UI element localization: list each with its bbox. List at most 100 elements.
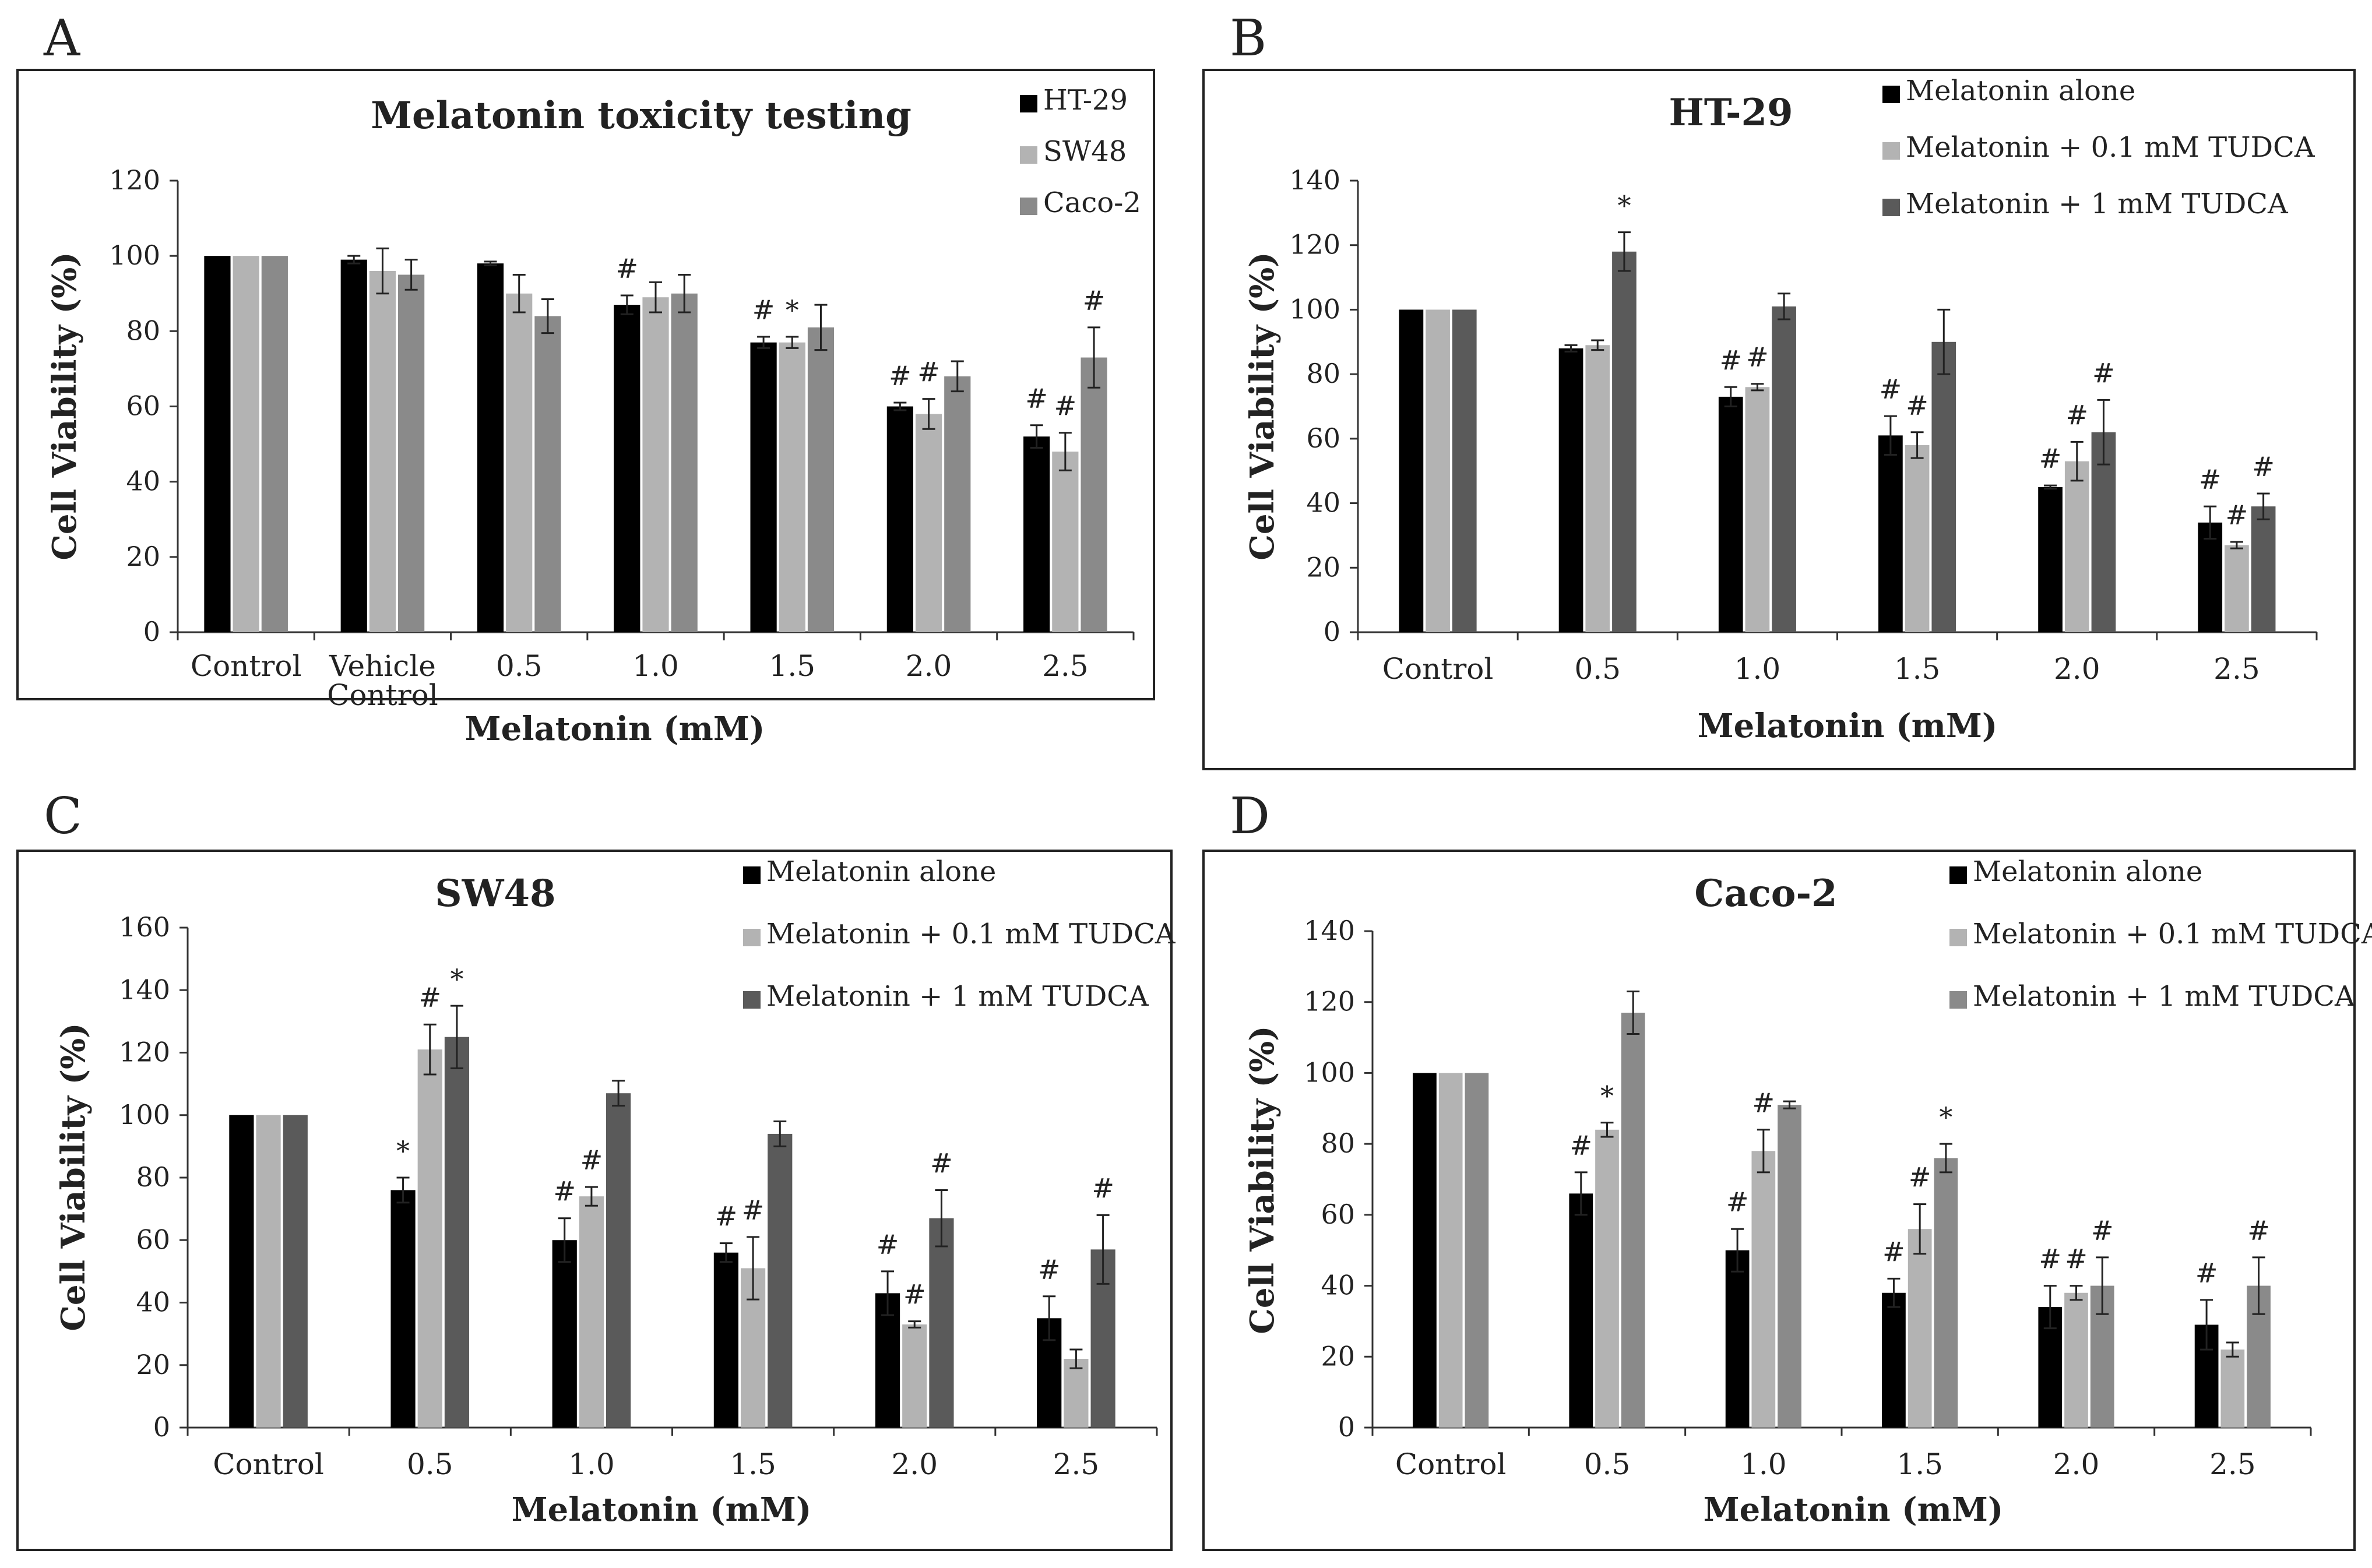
panel-frame (16, 850, 1173, 1551)
significance-mark: # (715, 1201, 738, 1232)
y-tick-label: 40 (1321, 1270, 1355, 1301)
significance-mark: # (1083, 285, 1106, 316)
y-tick-label: 20 (136, 1349, 170, 1380)
bar (1772, 306, 1796, 632)
bar (340, 259, 367, 632)
legend-label: HT-29 (1043, 84, 1128, 117)
y-tick-label: 0 (1338, 1411, 1355, 1443)
bar (1718, 396, 1743, 632)
y-tick-label: 140 (1304, 915, 1355, 946)
y-axis-title: Cell Viability (%) (45, 252, 84, 560)
bar (398, 274, 425, 632)
bar (902, 1324, 927, 1428)
bar (2091, 432, 2116, 632)
x-category-label: 1.5 (1896, 1447, 1943, 1481)
bar (1465, 1073, 1489, 1428)
x-category-label: 2.0 (906, 649, 952, 683)
significance-mark: # (930, 1147, 953, 1179)
y-axis-title: Cell Viability (%) (1243, 252, 1282, 560)
bar (233, 256, 259, 633)
bar (807, 327, 835, 632)
bar (1413, 1073, 1437, 1428)
x-category-label: 1.5 (769, 649, 816, 683)
x-category-label: 2.0 (2053, 1447, 2100, 1481)
chart-title: HT-29 (1669, 91, 1793, 135)
legend: Melatonin alone Melatonin + 0.1 mM TUDCA M… (1882, 75, 2315, 220)
significance-mark: # (1880, 373, 1902, 405)
bar (606, 1093, 631, 1428)
significance-mark: # (1906, 390, 1928, 421)
bar (552, 1240, 577, 1428)
y-tick-label: 160 (119, 911, 170, 943)
bar (1399, 309, 1424, 632)
bar (256, 1115, 281, 1428)
significance-mark: * (1939, 1101, 1952, 1133)
significance-mark: # (2065, 399, 2088, 431)
bar (1621, 1012, 1645, 1428)
y-tick-label: 0 (1324, 616, 1340, 647)
bar (534, 316, 561, 632)
panel-letter: D (1230, 787, 1270, 845)
x-category-label: 1.0 (1740, 1447, 1787, 1481)
significance-mark: # (418, 982, 441, 1013)
significance-mark: # (1752, 1087, 1775, 1119)
significance-mark: * (1600, 1080, 1614, 1112)
bar (886, 406, 913, 632)
bar (477, 263, 504, 632)
bar (1595, 1129, 1619, 1428)
y-tick-label: 20 (1321, 1340, 1355, 1372)
bar (390, 1190, 416, 1428)
significance-mark: # (1719, 344, 1742, 376)
significance-mark: # (1092, 1172, 1114, 1204)
y-tick-label: 80 (1321, 1127, 1355, 1159)
y-tick-label: 0 (143, 616, 160, 647)
bar (369, 271, 396, 632)
y-tick-label: 140 (119, 974, 170, 1005)
significance-mark: # (1909, 1162, 1931, 1193)
legend: Melatonin alone Melatonin + 0.1 mM TUDCA M… (1949, 855, 2372, 1013)
bar (1023, 436, 1050, 632)
bar (671, 293, 698, 632)
bar (1882, 1292, 1906, 1428)
bar (2064, 461, 2089, 632)
y-tick-label: 120 (1304, 986, 1355, 1017)
legend-swatch (1882, 142, 1900, 160)
chart-title: Melatonin toxicity testing (371, 94, 912, 138)
bar (1931, 341, 1956, 632)
bar (1081, 357, 1107, 632)
significance-mark: # (2226, 499, 2248, 531)
bar (1438, 1073, 1463, 1428)
bar (1052, 452, 1079, 632)
bar (444, 1037, 470, 1428)
bar (1558, 348, 1583, 632)
significance-mark: # (580, 1144, 603, 1176)
x-category-label: Control (191, 649, 302, 683)
significance-mark: # (1746, 341, 1769, 373)
bar (1745, 387, 1770, 632)
panel-a: A Melatonin toxicity testing 0 20 40 60 80 100 1… (16, 9, 1155, 748)
bar (579, 1196, 604, 1428)
y-tick-label: 40 (1306, 487, 1340, 519)
significance-mark: * (786, 294, 799, 326)
bar (1905, 445, 1930, 632)
y-tick-label: 140 (1289, 164, 1340, 196)
x-category-label: 1.0 (1734, 652, 1781, 686)
significance-mark: # (742, 1195, 765, 1226)
x-axis-title: Melatonin (mM) (512, 1491, 812, 1529)
legend-swatch (743, 866, 761, 884)
x-category-label: Control (1395, 1447, 1507, 1481)
legend-label: Melatonin + 1 mM TUDCA (766, 980, 1149, 1013)
x-category-label: Control (1382, 652, 1494, 686)
x-axis-title: Melatonin (mM) (1704, 1491, 2004, 1529)
bar (915, 414, 942, 632)
legend-swatch (1020, 95, 1037, 112)
y-tick-label: 60 (126, 390, 160, 422)
significance-mark: # (1882, 1236, 1905, 1267)
legend: Melatonin alone Melatonin + 0.1 mM TUDCA M… (743, 855, 1176, 1013)
bar (1725, 1250, 1750, 1428)
legend-label: Caco-2 (1043, 186, 1141, 219)
x-category-label: 0.5 (407, 1447, 453, 1481)
significance-mark: * (1617, 190, 1631, 221)
x-category-label: 1.0 (632, 649, 679, 683)
